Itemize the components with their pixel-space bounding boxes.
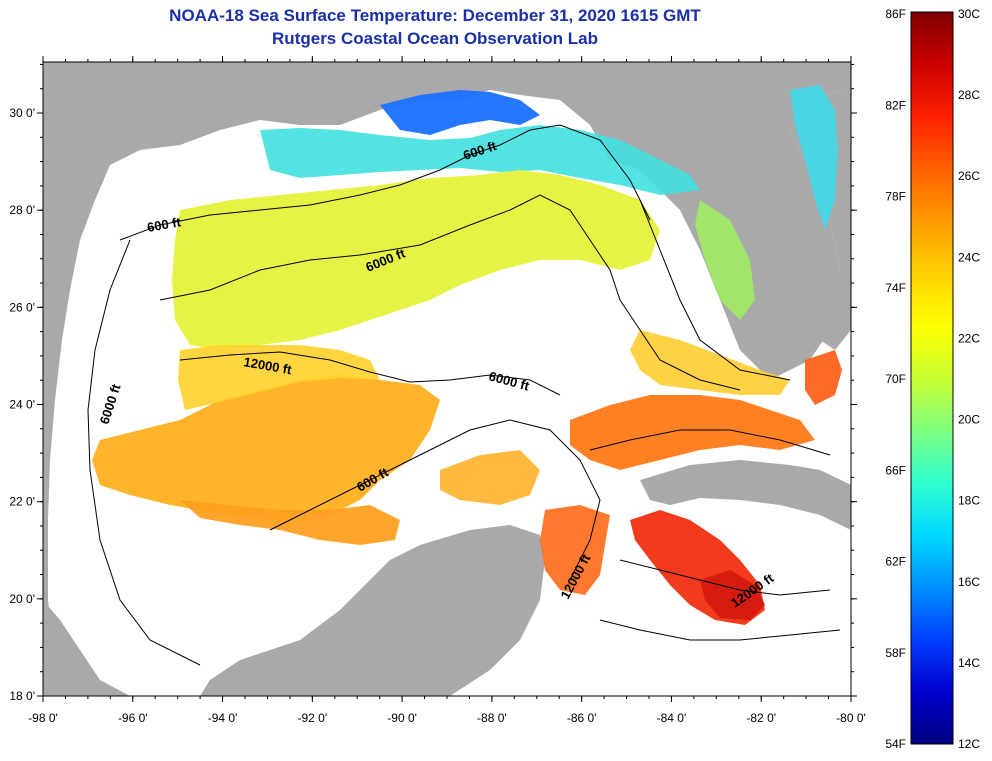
colorbar-f-label: 82F xyxy=(885,98,906,112)
lat-label: 22 0' xyxy=(9,495,35,509)
colorbar xyxy=(910,11,954,745)
colorbar-c-label: 12C xyxy=(958,737,980,751)
sst-east-yellow xyxy=(630,330,790,395)
contour-6000ft-north xyxy=(159,194,741,391)
sst-central-yellow xyxy=(172,170,660,350)
sst-southwest-orange xyxy=(180,500,400,545)
sst-channel-orange xyxy=(540,505,610,595)
land-cuba xyxy=(640,460,851,530)
colorbar-f-label: 70F xyxy=(885,372,906,386)
lat-label: 28 0' xyxy=(9,203,35,217)
colorbar-c-label: 14C xyxy=(958,656,980,670)
colorbar-c-label: 22C xyxy=(958,331,980,345)
contour-600ft-north xyxy=(119,124,651,241)
colorbar-c-label: 20C xyxy=(958,413,980,427)
colorbar-f-label: 58F xyxy=(885,646,906,660)
lat-label: 18 0' xyxy=(9,689,35,703)
sst-florida-red xyxy=(805,350,842,405)
land-us-gulf-coast xyxy=(43,62,851,696)
colorbar-f-label: 86F xyxy=(885,7,906,21)
contour-600ft-yucatan xyxy=(269,419,601,581)
sst-west-yellow-orange xyxy=(178,345,380,410)
sst-east-orange xyxy=(570,395,815,470)
contour-12000ft xyxy=(179,351,561,396)
latitude-axis: 30 0' 28 0' 26 0' 24 0' 22 0' 20 0' 18 0' xyxy=(9,63,857,703)
land-mexico-south xyxy=(43,600,130,696)
map-title: NOAA-18 Sea Surface Temperature: Decembe… xyxy=(169,6,701,25)
contour-caribbean-2 xyxy=(599,619,841,641)
colorbar-celsius-labels: 30C 28C 26C 24C 22C 20C 18C 16C 14C 12C xyxy=(958,7,980,751)
contour-6000ft-west xyxy=(87,239,201,666)
sst-central-orange xyxy=(440,450,540,505)
map-subtitle: Rutgers Coastal Ocean Observation Lab xyxy=(272,29,598,48)
sst-florida-cyan xyxy=(790,85,838,230)
contour-florida xyxy=(639,199,791,381)
lat-label: 24 0' xyxy=(9,398,35,412)
sst-north-cold xyxy=(380,90,540,135)
lon-label: -88 0' xyxy=(477,711,507,725)
colorbar-f-label: 54F xyxy=(885,737,906,751)
colorbar-f-label: 66F xyxy=(885,463,906,477)
lon-label: -96 0' xyxy=(118,711,148,725)
lat-label: 26 0' xyxy=(9,300,35,314)
land-yucatan xyxy=(200,525,545,696)
longitude-axis: -98 0' -96 0' -94 0' -92 0' -90 0' -88 0' -86 … xyxy=(28,56,866,725)
lon-label: -90 0' xyxy=(387,711,417,725)
colorbar-c-label: 26C xyxy=(958,169,980,183)
colorbar-c-label: 16C xyxy=(958,575,980,589)
contour-cuba-north xyxy=(589,429,831,456)
sst-northeast-green xyxy=(695,200,755,320)
colorbar-f-label: 62F xyxy=(885,555,906,569)
lon-label: -94 0' xyxy=(208,711,238,725)
sst-caribbean-darkred xyxy=(700,570,765,620)
lat-label: 30 0' xyxy=(9,106,35,120)
lon-label: -82 0' xyxy=(746,711,776,725)
sst-west-orange xyxy=(92,375,440,520)
lat-label: 20 0' xyxy=(9,592,35,606)
colorbar-c-label: 24C xyxy=(958,250,980,264)
lon-label: -84 0' xyxy=(657,711,687,725)
colorbar-c-label: 18C xyxy=(958,494,980,508)
contour-label-600-west: 600 ft xyxy=(146,214,183,235)
colorbar-fahrenheit-labels: 86F 82F 78F 74F 70F 66F 62F 58F 54F xyxy=(885,7,906,751)
lon-label: -86 0' xyxy=(567,711,597,725)
bathymetry-contours xyxy=(87,124,841,666)
lon-label: -92 0' xyxy=(298,711,328,725)
sst-north-cyan xyxy=(260,125,700,195)
colorbar-c-label: 30C xyxy=(958,7,980,21)
colorbar-f-label: 78F xyxy=(885,190,906,204)
lon-label: -98 0' xyxy=(28,711,58,725)
colorbar-c-label: 28C xyxy=(958,88,980,102)
lon-label: -80 0' xyxy=(836,711,866,725)
contour-caribbean-1 xyxy=(619,559,831,596)
colorbar-f-label: 74F xyxy=(885,281,906,295)
